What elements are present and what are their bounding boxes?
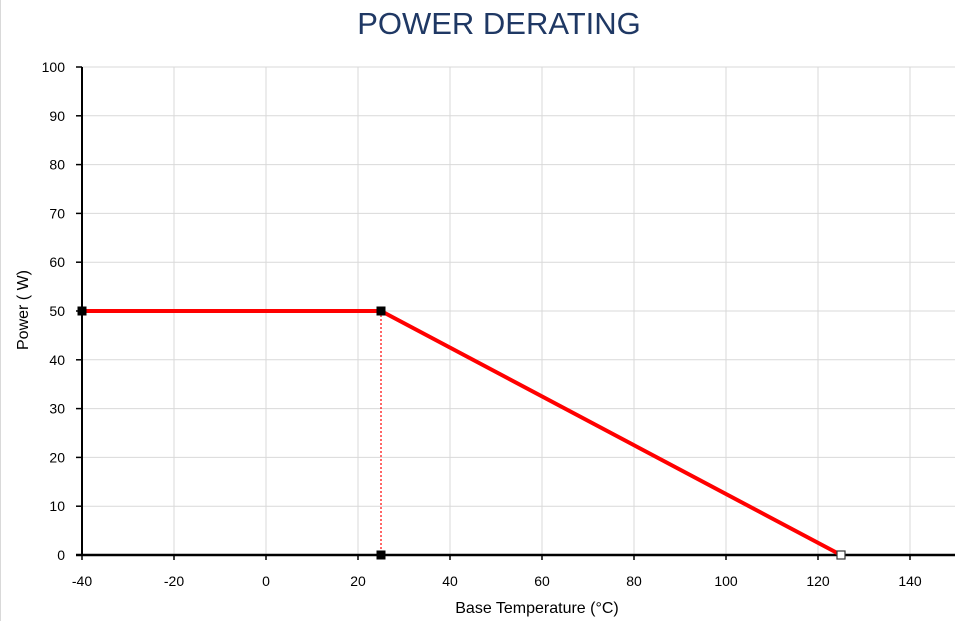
x-axis-title: Base Temperature (°C): [455, 600, 619, 617]
x-tick-label-60: 60: [534, 573, 550, 589]
x-tick-label--40: -40: [72, 573, 92, 589]
data-marker-2: [376, 550, 386, 560]
x-tick-label-20: 20: [350, 573, 366, 589]
chart-title: POWER DERATING: [357, 6, 641, 41]
y-axis-title: Power ( W): [15, 270, 32, 350]
y-tick-label-60: 60: [49, 254, 65, 270]
series-lines: [82, 309, 842, 557]
x-tick-label-100: 100: [714, 573, 738, 589]
y-tick-label-0: 0: [57, 547, 65, 563]
x-tick-label-140: 140: [898, 573, 922, 589]
data-marker-3: [836, 550, 846, 560]
axes: [76, 66, 955, 560]
x-tick-label-40: 40: [442, 573, 458, 589]
data-markers: [77, 306, 846, 560]
x-tick-label-0: 0: [262, 573, 270, 589]
y-tick-label-40: 40: [49, 352, 65, 368]
tick-labels: 0 10 20 30 40 50 60 70 80 90 100 -40 -20 0 20 40 60 80 100…: [42, 59, 922, 589]
x-tick-label-120: 120: [806, 573, 830, 589]
y-tick-label-100: 100: [42, 59, 66, 75]
y-tick-label-10: 10: [49, 498, 65, 514]
y-tick-label-30: 30: [49, 401, 65, 417]
y-tick-label-70: 70: [49, 205, 65, 221]
y-tick-label-20: 20: [49, 449, 65, 465]
series-line-0: [82, 309, 842, 557]
data-marker-0: [77, 306, 87, 316]
x-tick-label-80: 80: [626, 573, 642, 589]
y-tick-label-50: 50: [49, 303, 65, 319]
data-marker-1: [376, 306, 386, 316]
y-tick-label-80: 80: [49, 157, 65, 173]
x-tick-label--20: -20: [164, 573, 184, 589]
y-tick-label-90: 90: [49, 108, 65, 124]
